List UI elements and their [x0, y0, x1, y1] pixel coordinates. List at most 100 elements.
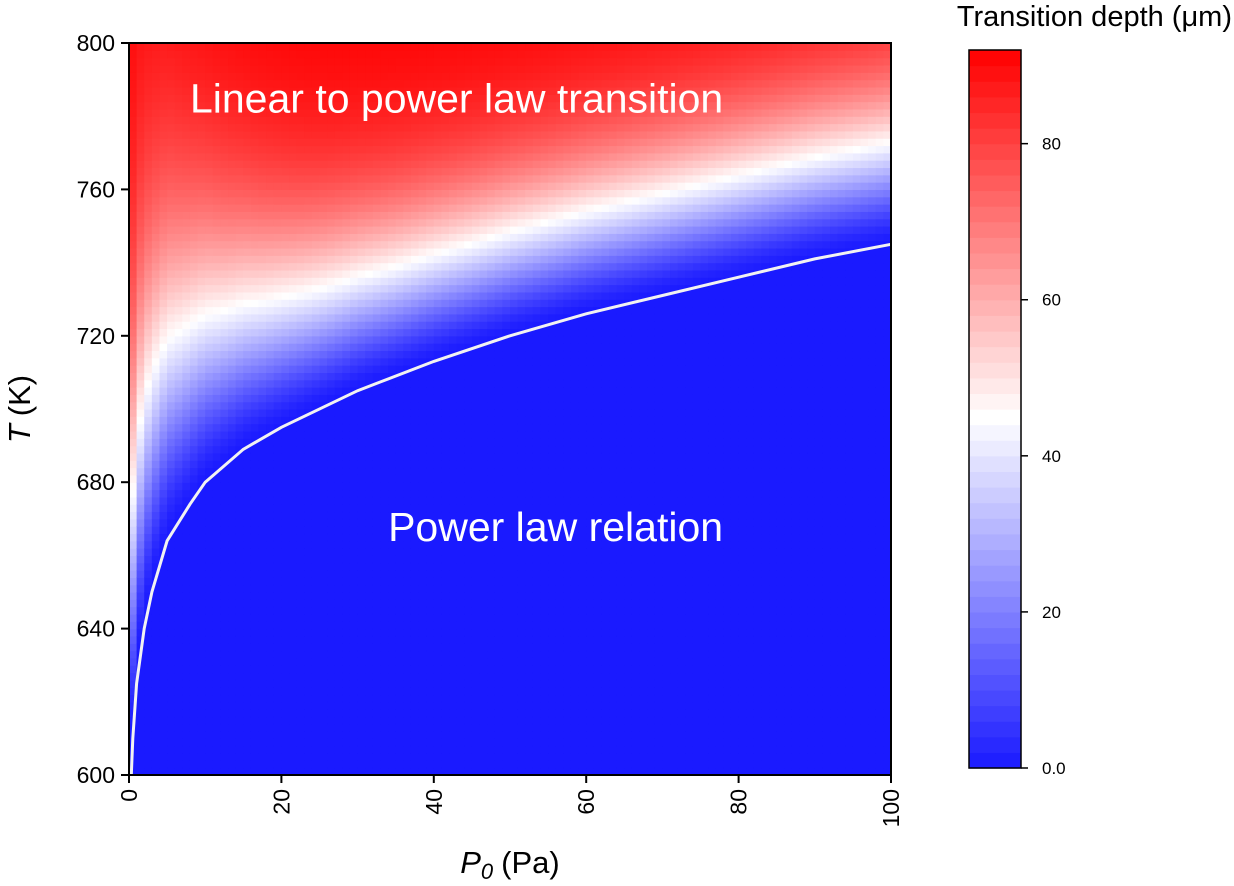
heatmap-cell [266, 343, 275, 352]
heatmap-cell [273, 43, 282, 51]
heatmap-cell [228, 123, 237, 132]
heatmap-cell [243, 291, 252, 300]
heatmap-cell [151, 753, 161, 761]
heatmap-cell [159, 357, 168, 366]
heatmap-cell [289, 247, 298, 256]
heatmap-cell [311, 482, 321, 491]
heatmap-cell [471, 577, 481, 586]
heatmap-cell [311, 204, 321, 212]
heatmap-cell [281, 518, 290, 527]
heatmap-cell [281, 555, 290, 564]
heatmap-cell [197, 145, 206, 154]
heatmap-cell [410, 94, 420, 103]
heatmap-cell [365, 123, 374, 132]
heatmap-cell [167, 101, 176, 110]
heatmap-cell [144, 123, 153, 132]
heatmap-cell [380, 416, 389, 425]
heatmap-cell [296, 43, 305, 51]
heatmap-cell [304, 628, 313, 637]
heatmap-cell [304, 438, 313, 447]
heatmap-cell [471, 189, 481, 198]
heatmap-cell [433, 372, 443, 381]
heatmap-cell [182, 43, 191, 51]
heatmap-cell [144, 226, 153, 234]
heatmap-cell [212, 628, 222, 637]
heatmap-cell [327, 628, 336, 637]
heatmap-cell [189, 174, 199, 183]
heatmap-cell [250, 628, 260, 637]
heatmap-cell [449, 357, 458, 366]
heatmap-cell [311, 613, 321, 622]
heatmap-cell [129, 79, 138, 88]
heatmap-cell [487, 643, 496, 652]
heatmap-cell [174, 504, 183, 513]
heatmap-cell [197, 401, 206, 410]
heatmap-cell [144, 467, 153, 476]
heatmap-cell [296, 189, 305, 198]
heatmap-cell [334, 365, 343, 373]
heatmap-cell [174, 445, 183, 454]
heatmap-cell [167, 635, 176, 644]
heatmap-cell [487, 152, 496, 161]
heatmap-cell [174, 687, 183, 696]
heatmap-cell [433, 262, 443, 271]
heatmap-cell [220, 511, 229, 520]
heatmap-cell [456, 255, 465, 264]
heatmap-cell [228, 43, 237, 51]
heatmap-cell [151, 101, 161, 110]
heatmap-cell [273, 731, 282, 739]
heatmap-cell [403, 130, 412, 139]
heatmap-cell [319, 152, 328, 161]
heatmap-cell [197, 518, 206, 527]
heatmap-cell [403, 731, 412, 739]
heatmap-cell [205, 357, 214, 366]
heatmap-cell [273, 269, 282, 278]
heatmap-cell [228, 416, 237, 425]
heatmap-cell [197, 577, 206, 586]
heatmap-cell [151, 50, 161, 59]
heatmap-cell [357, 240, 366, 249]
heatmap-cell [334, 562, 343, 571]
heatmap-cell [144, 694, 153, 703]
heatmap-cell [182, 687, 191, 696]
heatmap-cell [250, 489, 260, 498]
heatmap-cell [464, 540, 473, 549]
heatmap-cell [327, 570, 336, 578]
heatmap-cell [250, 416, 260, 425]
heatmap-cell [136, 445, 145, 454]
heatmap-cell [197, 211, 206, 220]
heatmap-cell [174, 262, 183, 271]
heatmap-cell [205, 679, 214, 688]
heatmap-cell [365, 174, 374, 183]
heatmap-cell [357, 533, 366, 542]
heatmap-cell [380, 738, 389, 747]
heatmap-cell [388, 94, 397, 103]
heatmap-cell [372, 533, 382, 542]
heatmap-cell [220, 108, 229, 117]
heatmap-cell [403, 123, 412, 132]
heatmap-cell [258, 321, 267, 330]
heatmap-cell [471, 350, 481, 359]
heatmap-cell [243, 723, 252, 732]
heatmap-cell [273, 526, 282, 535]
heatmap-cell [273, 401, 282, 410]
heatmap-cell [380, 277, 389, 286]
heatmap-cell [159, 672, 168, 681]
heatmap-cell [220, 665, 229, 674]
heatmap-cell [418, 189, 427, 198]
heatmap-cell [281, 745, 290, 754]
heatmap-cell [456, 540, 465, 549]
heatmap-cell [357, 511, 366, 520]
heatmap-cell [258, 709, 267, 718]
heatmap-cell [479, 379, 488, 388]
heatmap-cell [418, 496, 427, 505]
heatmap-cell [418, 701, 427, 710]
heatmap-cell [365, 365, 374, 373]
heatmap-cell [296, 365, 305, 373]
heatmap-cell [403, 226, 412, 234]
heatmap-cell [182, 489, 191, 498]
heatmap-cell [365, 723, 374, 732]
heatmap-cell [167, 482, 176, 491]
heatmap-cell [334, 511, 343, 520]
heatmap-cell [334, 760, 343, 769]
